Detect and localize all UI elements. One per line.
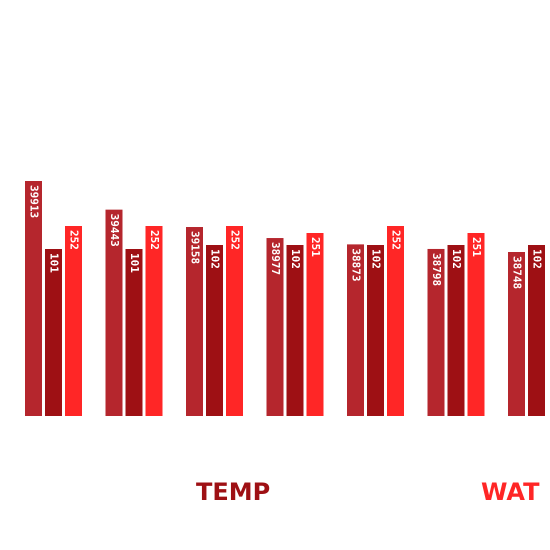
legend-label-wat: WAT [481,478,540,506]
bar-series1-cat1 [25,181,42,416]
bar-series3-cat1 [65,226,82,416]
value-label-series1-cat2: 39443 [108,214,121,247]
value-label-series3-cat6: 251 [470,237,483,257]
value-label-series1-cat6: 38798 [430,253,443,286]
value-label-series2-cat6: 102 [450,249,463,269]
bar-series3-cat5 [387,226,404,416]
bar-series1-cat7 [508,252,525,416]
value-label-series1-cat7: 38748 [511,256,524,289]
bar-series2-cat7 [528,245,545,416]
value-label-series3-cat4: 251 [309,237,322,257]
legend-label-temp: TEMP [196,478,270,506]
bar-series3-cat3 [226,226,243,416]
bar-series3-cat6 [467,233,485,416]
bar-series2-cat6 [447,245,465,416]
value-label-series3-cat3: 252 [229,230,242,250]
bar-series1-cat3 [186,227,203,416]
value-label-series1-cat3: 39158 [189,231,202,264]
value-label-series3-cat5: 252 [390,230,403,250]
value-label-series2-cat3: 102 [209,249,222,269]
bars-group [25,181,545,416]
bar-series1-cat6 [427,248,445,416]
bar-series1-cat5 [347,244,364,416]
bar-series3-cat4 [306,233,324,416]
bar-series1-cat2 [105,209,123,416]
value-label-series1-cat5: 38873 [350,248,363,281]
value-label-series2-cat1: 101 [48,253,61,273]
bar-series3-cat2 [145,226,163,416]
bar-series2-cat1 [45,249,62,416]
value-label-series2-cat7: 102 [531,249,544,269]
bar-series2-cat3 [206,245,223,416]
bar-series2-cat5 [367,245,384,416]
value-labels-group: 39913 39443 39158 38977 38873 38798 38748 101 10… [28,185,544,289]
value-label-series2-cat4: 102 [289,249,302,269]
bar-series2-cat4 [286,245,304,416]
value-label-series2-cat5: 102 [370,249,383,269]
value-label-series3-cat2: 252 [148,230,161,250]
value-label-series2-cat2: 101 [128,253,141,273]
legend: TEMP WAT [196,478,540,506]
value-label-series3-cat1: 252 [68,230,81,250]
value-label-series1-cat4: 38977 [269,242,282,275]
bar-series1-cat4 [266,238,284,416]
value-label-series1-cat1: 39913 [28,185,41,218]
bar-series2-cat2 [125,249,143,416]
